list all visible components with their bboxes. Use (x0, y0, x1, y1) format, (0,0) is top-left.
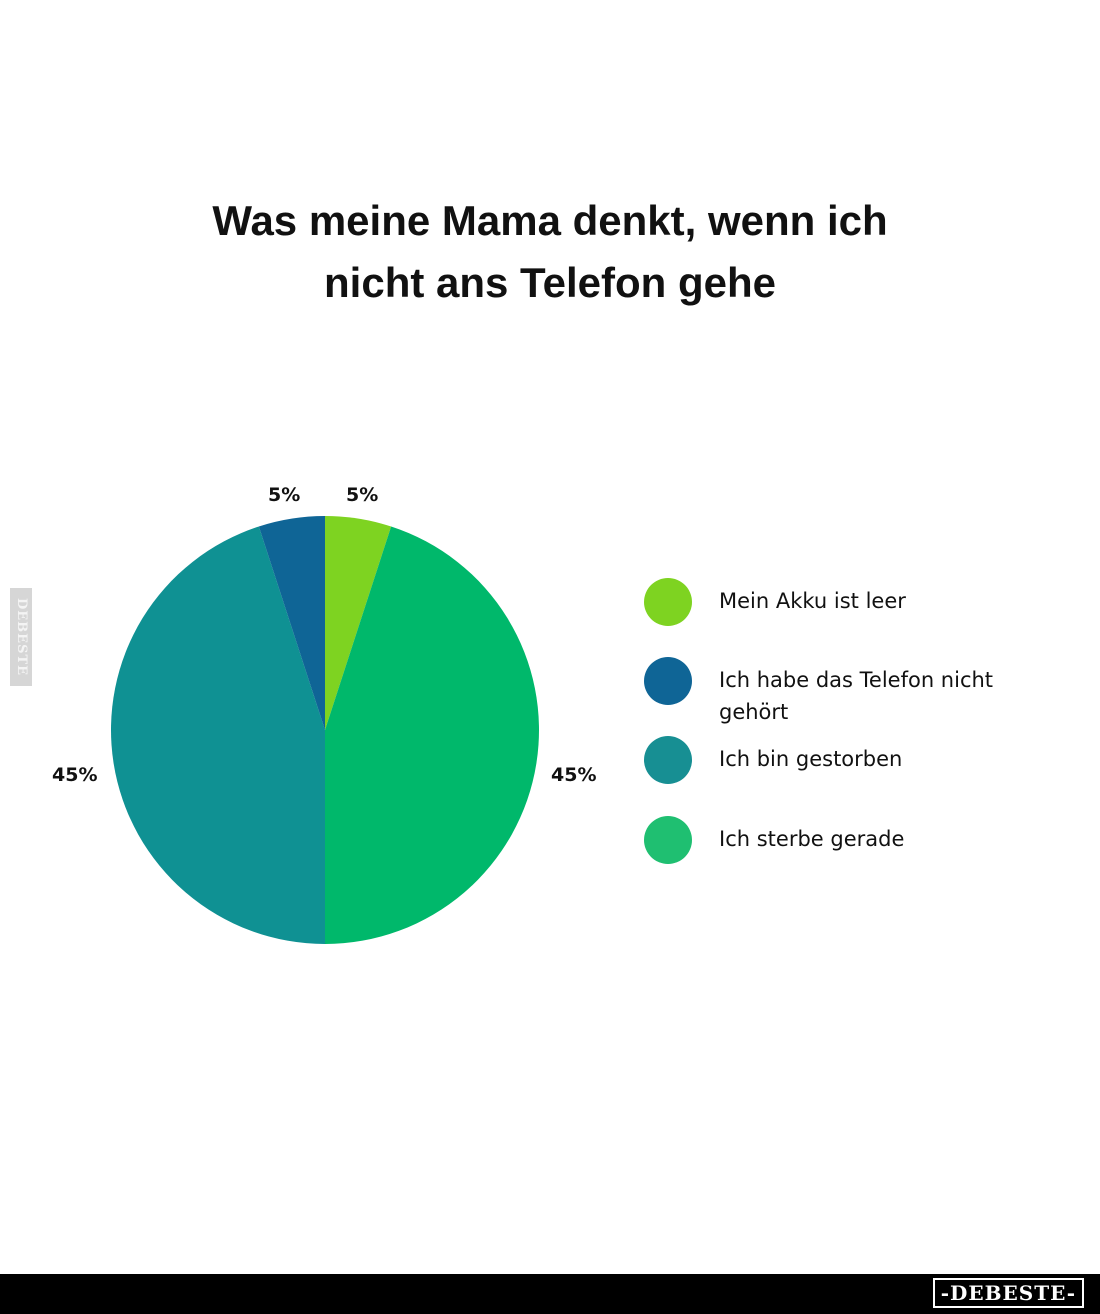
label-green-slice: 45% (551, 764, 597, 786)
label-teal-slice: 45% (52, 764, 98, 786)
chart-title: Was meine Mama denkt, wenn ich nicht ans… (0, 190, 1100, 314)
legend-item-nicht-gehoert: Ich habe das Telefon nicht gehört (644, 657, 1039, 728)
legend-label: Ich habe das Telefon nicht gehört (719, 668, 994, 724)
legend-item-akku: Mein Akku ist leer (644, 578, 1039, 626)
legend-label: Ich bin gestorben (719, 747, 903, 771)
chart-title-line-2: nicht ans Telefon gehe (324, 259, 776, 306)
pie-slice (325, 526, 540, 944)
pie-slice (325, 516, 392, 730)
legend-swatch-icon (644, 816, 692, 864)
legend-swatch-icon (644, 736, 692, 784)
chart-title-line-1: Was meine Mama denkt, wenn ich (212, 197, 888, 244)
legend-swatch-icon (644, 657, 692, 705)
legend-item-gestorben: Ich bin gestorben (644, 736, 1039, 784)
legend-swatch-icon (644, 578, 692, 626)
legend-label: Ich sterbe gerade (719, 827, 905, 851)
side-watermark: DEBESTE (10, 588, 32, 686)
label-blue-slice: 5% (268, 484, 301, 506)
legend-label: Mein Akku ist leer (719, 589, 906, 613)
footer-bar: -DEBESTE- (0, 1274, 1100, 1314)
brand-logo: -DEBESTE- (932, 1278, 1084, 1308)
legend-item-sterbe-gerade: Ich sterbe gerade (644, 816, 1039, 864)
pie-slice (110, 526, 325, 944)
label-lime-slice: 5% (346, 484, 379, 506)
pie-slice (258, 516, 325, 730)
